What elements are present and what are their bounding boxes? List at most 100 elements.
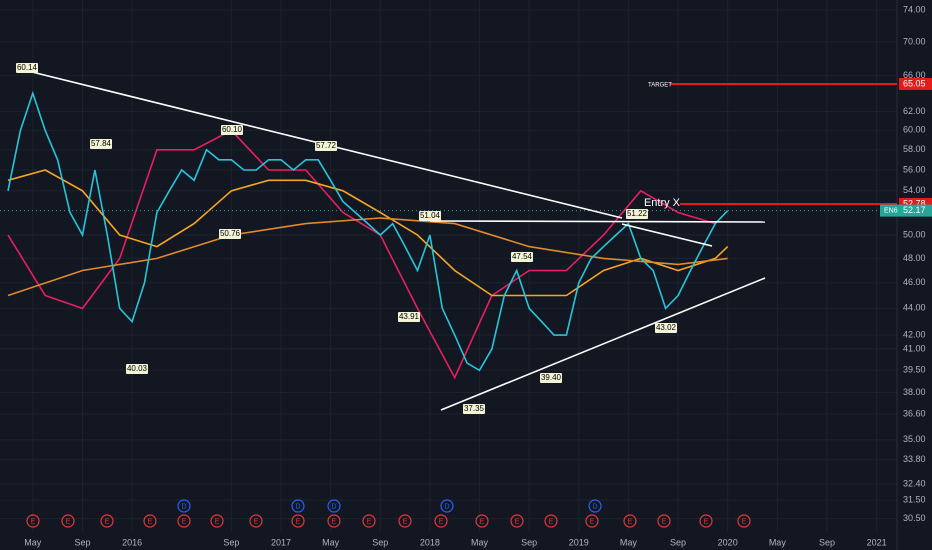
trendline xyxy=(440,277,766,411)
earnings-marker xyxy=(544,514,558,528)
earnings-marker xyxy=(291,514,305,528)
annotation-label: 60.10 xyxy=(222,125,243,134)
x-tick-label: Sep xyxy=(372,537,388,547)
y-tick-label: 41.00 xyxy=(903,343,926,353)
price-line xyxy=(7,90,729,372)
x-tick-label: Sep xyxy=(223,537,239,547)
annotation-label: 60.14 xyxy=(17,63,38,72)
x-tick-label: May xyxy=(322,537,340,547)
annotation-label: 57.72 xyxy=(316,141,337,150)
earnings-label: E xyxy=(403,518,408,525)
earnings-label: E xyxy=(182,518,187,525)
y-tick-label: 70.00 xyxy=(903,36,926,46)
y-tick-label: 60.00 xyxy=(903,125,926,135)
earnings-marker xyxy=(327,514,341,528)
price-line xyxy=(7,129,716,380)
last-tag xyxy=(880,204,932,217)
annotation-box xyxy=(126,364,148,374)
y-tick-label: 54.00 xyxy=(903,185,926,195)
annotation-label: 37.35 xyxy=(464,404,485,413)
entry-tag-label: 52.78 xyxy=(903,198,926,208)
dividend-marker xyxy=(588,499,602,513)
y-tick-label: 31.50 xyxy=(903,495,926,505)
dividend-label: D xyxy=(444,503,449,510)
earnings-label: E xyxy=(742,518,747,525)
earnings-label: E xyxy=(515,518,520,525)
y-tick-label: 74.00 xyxy=(903,4,926,14)
x-tick-label: 2018 xyxy=(420,537,440,547)
dividend-marker xyxy=(177,499,191,513)
earnings-marker xyxy=(362,514,376,528)
y-tick-label: 32.40 xyxy=(903,478,926,488)
earnings-label: E xyxy=(332,518,337,525)
y-tick-label: 33.80 xyxy=(903,454,926,464)
earnings-label: E xyxy=(296,518,301,525)
earnings-label: E xyxy=(439,518,444,525)
annotation-label: 47.54 xyxy=(512,252,533,261)
earnings-label: E xyxy=(628,518,633,525)
x-tick-label: Sep xyxy=(521,537,537,547)
y-tick-label: 62.00 xyxy=(903,106,926,116)
earnings-label: E xyxy=(148,518,153,525)
dividend-marker xyxy=(440,499,454,513)
overlay: May Sep 2016 Sep 2017 May Sep 2018 May Sep 2019 May… xyxy=(16,4,932,547)
target-tag xyxy=(899,77,932,90)
annotation-box xyxy=(626,209,648,219)
y-tick-label: 38.00 xyxy=(903,387,926,397)
earnings-label: E xyxy=(254,518,259,525)
x-tick-label: 2017 xyxy=(271,537,291,547)
earnings-marker xyxy=(737,514,751,528)
y-tick-label: 56.00 xyxy=(903,164,926,174)
y-tick-label: 50.00 xyxy=(903,229,926,239)
marks xyxy=(0,90,897,380)
earnings-label: E xyxy=(704,518,709,525)
annotation-box xyxy=(511,252,533,262)
annotation-box xyxy=(90,139,112,149)
earnings-label: E xyxy=(549,518,554,525)
x-tick-label: May xyxy=(24,537,42,547)
dividend-marker xyxy=(327,499,341,513)
dividend-label: D xyxy=(331,503,336,510)
price-line xyxy=(7,169,729,297)
x-tick-label: May xyxy=(620,537,638,547)
earnings-marker xyxy=(434,514,448,528)
annotation-label: 50.76 xyxy=(220,229,241,238)
x-tick-label: Sep xyxy=(819,537,835,547)
y-tick-label: 46.00 xyxy=(903,277,926,287)
earnings-marker xyxy=(143,514,157,528)
y-tick-label: 44.00 xyxy=(903,303,926,313)
earnings-label: E xyxy=(31,518,36,525)
grid xyxy=(0,0,897,532)
y-tick-label: 42.00 xyxy=(903,329,926,339)
earnings-label: E xyxy=(662,518,667,525)
x-tick-label: 2020 xyxy=(718,537,738,547)
earnings-marker xyxy=(100,514,114,528)
x-tick-label: 2016 xyxy=(122,537,142,547)
earnings-marker xyxy=(585,514,599,528)
x-tick-label: Sep xyxy=(670,537,686,547)
y-tick-label: 35.00 xyxy=(903,434,926,444)
annotation-label: 43.91 xyxy=(399,312,420,321)
earnings-marker xyxy=(61,514,75,528)
earnings-label: E xyxy=(590,518,595,525)
annotation-label: 51.04 xyxy=(420,211,441,220)
annotation-label: 57.84 xyxy=(91,139,112,148)
earnings-marker xyxy=(177,514,191,528)
target-tag-label: 65.05 xyxy=(903,78,926,88)
annotation-label: 51.22 xyxy=(627,209,648,218)
annotation-label: 43.02 xyxy=(656,323,677,332)
earnings-marker xyxy=(510,514,524,528)
x-tick-label: Sep xyxy=(74,537,90,547)
annotation-box xyxy=(219,229,241,239)
annotation-box xyxy=(16,63,38,73)
last-tag-label: 52.17 xyxy=(903,205,926,215)
x-tick-label: May xyxy=(471,537,489,547)
earnings-label: E xyxy=(215,518,220,525)
last-symbol: EN6 xyxy=(884,207,898,214)
earnings-marker xyxy=(699,514,713,528)
price-line xyxy=(7,217,728,297)
earnings-label: E xyxy=(105,518,110,525)
